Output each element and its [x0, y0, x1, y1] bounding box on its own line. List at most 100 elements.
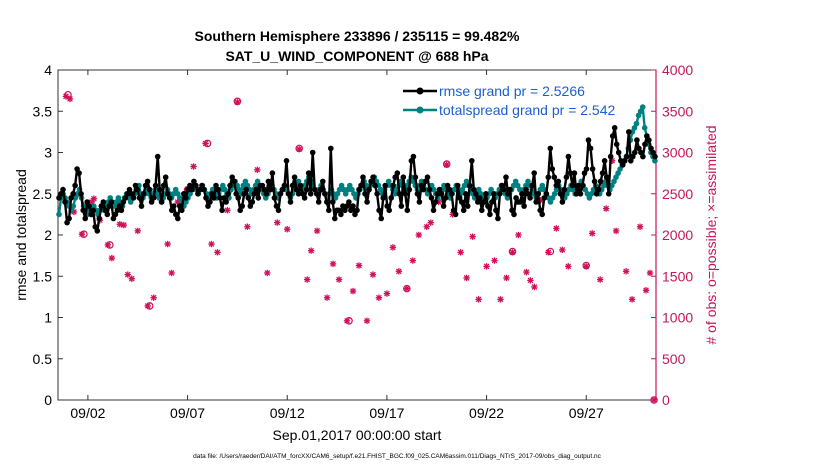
obs-marker-stroke	[336, 276, 342, 283]
obs-marker-stroke	[254, 166, 261, 173]
rmse-point	[287, 199, 294, 205]
rmse-point	[320, 178, 326, 185]
rmse-point	[430, 207, 437, 214]
rmse-point	[245, 195, 252, 201]
rmse-point	[124, 191, 131, 197]
rmse-point	[559, 199, 566, 205]
totalspread-point	[334, 191, 341, 197]
right-y-tick-label: 3000	[662, 145, 693, 161]
obs-assimilated-marker	[208, 240, 215, 248]
rmse-point	[388, 195, 395, 201]
rmse-point	[420, 186, 427, 193]
rmse-point	[589, 166, 596, 172]
rmse-point	[601, 158, 608, 164]
rmse-point	[227, 182, 233, 189]
rmse-point	[324, 199, 330, 205]
obs-marker-stroke	[643, 287, 649, 294]
rmse-point	[169, 207, 175, 214]
rmse-point	[130, 195, 137, 201]
rmse-point	[380, 195, 387, 201]
obs-assimilated-marker	[90, 195, 98, 202]
rmse-point	[599, 170, 606, 176]
obs-marker-stroke	[457, 249, 464, 256]
rmse-point	[275, 207, 282, 214]
rmse-point	[587, 145, 594, 152]
rmse-point	[593, 191, 600, 197]
obs-assimilated-marker	[124, 271, 131, 278]
rmse-point	[511, 211, 517, 218]
obs-marker-stroke	[108, 255, 115, 261]
obs-marker-stroke	[603, 205, 610, 212]
obs-assimilated-marker	[307, 247, 315, 254]
rmse-point	[609, 133, 616, 139]
obs-assimilated-marker	[531, 283, 538, 291]
y-axis-label-left: rmse and totalspread	[13, 169, 29, 301]
obs-assimilated-marker	[415, 231, 422, 239]
rmse-point	[603, 174, 610, 180]
right-y-tick-label: 2000	[662, 227, 693, 243]
obs-marker-stroke	[67, 96, 73, 102]
x-tick-label: 09/22	[469, 405, 504, 421]
left-y-tick-label: 3.5	[33, 103, 53, 119]
obs-assimilated-marker	[164, 240, 171, 248]
rmse-point	[579, 182, 586, 189]
rmse-point	[551, 174, 558, 180]
rmse-point	[342, 207, 348, 214]
obs-marker-stroke	[515, 232, 522, 238]
totalspread-point	[488, 186, 494, 193]
obs-possible-marker	[508, 247, 517, 256]
rmse-point	[82, 215, 88, 222]
rmse-point	[497, 191, 503, 197]
rmse-point	[360, 174, 366, 180]
rmse-point	[372, 182, 378, 189]
rmse-point	[58, 191, 64, 197]
obs-assimilated-marker	[329, 260, 337, 268]
obs-marker-stroke	[559, 246, 566, 253]
totalspread-point	[222, 186, 228, 193]
rmse-point	[78, 191, 84, 197]
obs-assimilated-marker	[150, 294, 157, 301]
obs-assimilated-marker	[168, 269, 175, 277]
obs-assimilated-marker	[254, 166, 261, 174]
obs-assimilated-marker	[363, 317, 371, 324]
obs-assimilated-marker	[303, 276, 311, 283]
rmse-point	[66, 215, 72, 222]
obs-marker-stroke	[623, 268, 629, 275]
rmse-point	[489, 199, 495, 205]
rmse-point	[406, 186, 413, 193]
obs-marker-stroke	[427, 219, 434, 226]
rmse-point	[412, 174, 419, 180]
legend: rmse grand pr = 2.5266 totalspread grand…	[403, 83, 616, 118]
rmse-point	[464, 203, 471, 209]
rmse-point	[326, 207, 332, 214]
obs-marker-stroke	[384, 290, 390, 297]
rmse-point	[410, 153, 417, 160]
chart-title-line-1: Southern Hemisphere 233896 / 235115 = 99…	[195, 28, 520, 44]
rmse-point	[591, 178, 598, 185]
x-tick-label: 09/12	[270, 405, 305, 421]
rmse-point	[561, 186, 568, 193]
obs-marker-stroke	[390, 244, 396, 251]
obs-assimilated-marker	[602, 205, 610, 212]
obs-assimilated-marker	[335, 276, 343, 283]
obs-marker-stroke	[120, 222, 127, 228]
obs-assimilated-marker	[457, 249, 464, 256]
rmse-point	[136, 195, 143, 201]
rmse-point	[303, 186, 310, 193]
rmse-point	[432, 199, 439, 205]
rmse-point	[94, 228, 101, 234]
obs-possible-marker	[295, 144, 303, 153]
totalspread-point	[476, 186, 482, 193]
rmse-point	[366, 186, 372, 193]
right-y-axis: 0 500 1000 1500 2000 2500 3000 3500 4000	[651, 62, 693, 408]
obs-marker-stroke	[330, 261, 336, 267]
rmse-point	[607, 153, 614, 160]
rmse-point	[140, 191, 147, 197]
rmse-point	[613, 141, 620, 148]
obs-assimilated-marker	[463, 274, 470, 282]
rmse-point	[523, 186, 529, 193]
rmse-point	[615, 149, 622, 156]
obs-assimilated-marker	[622, 268, 630, 275]
rmse-point	[225, 191, 231, 197]
